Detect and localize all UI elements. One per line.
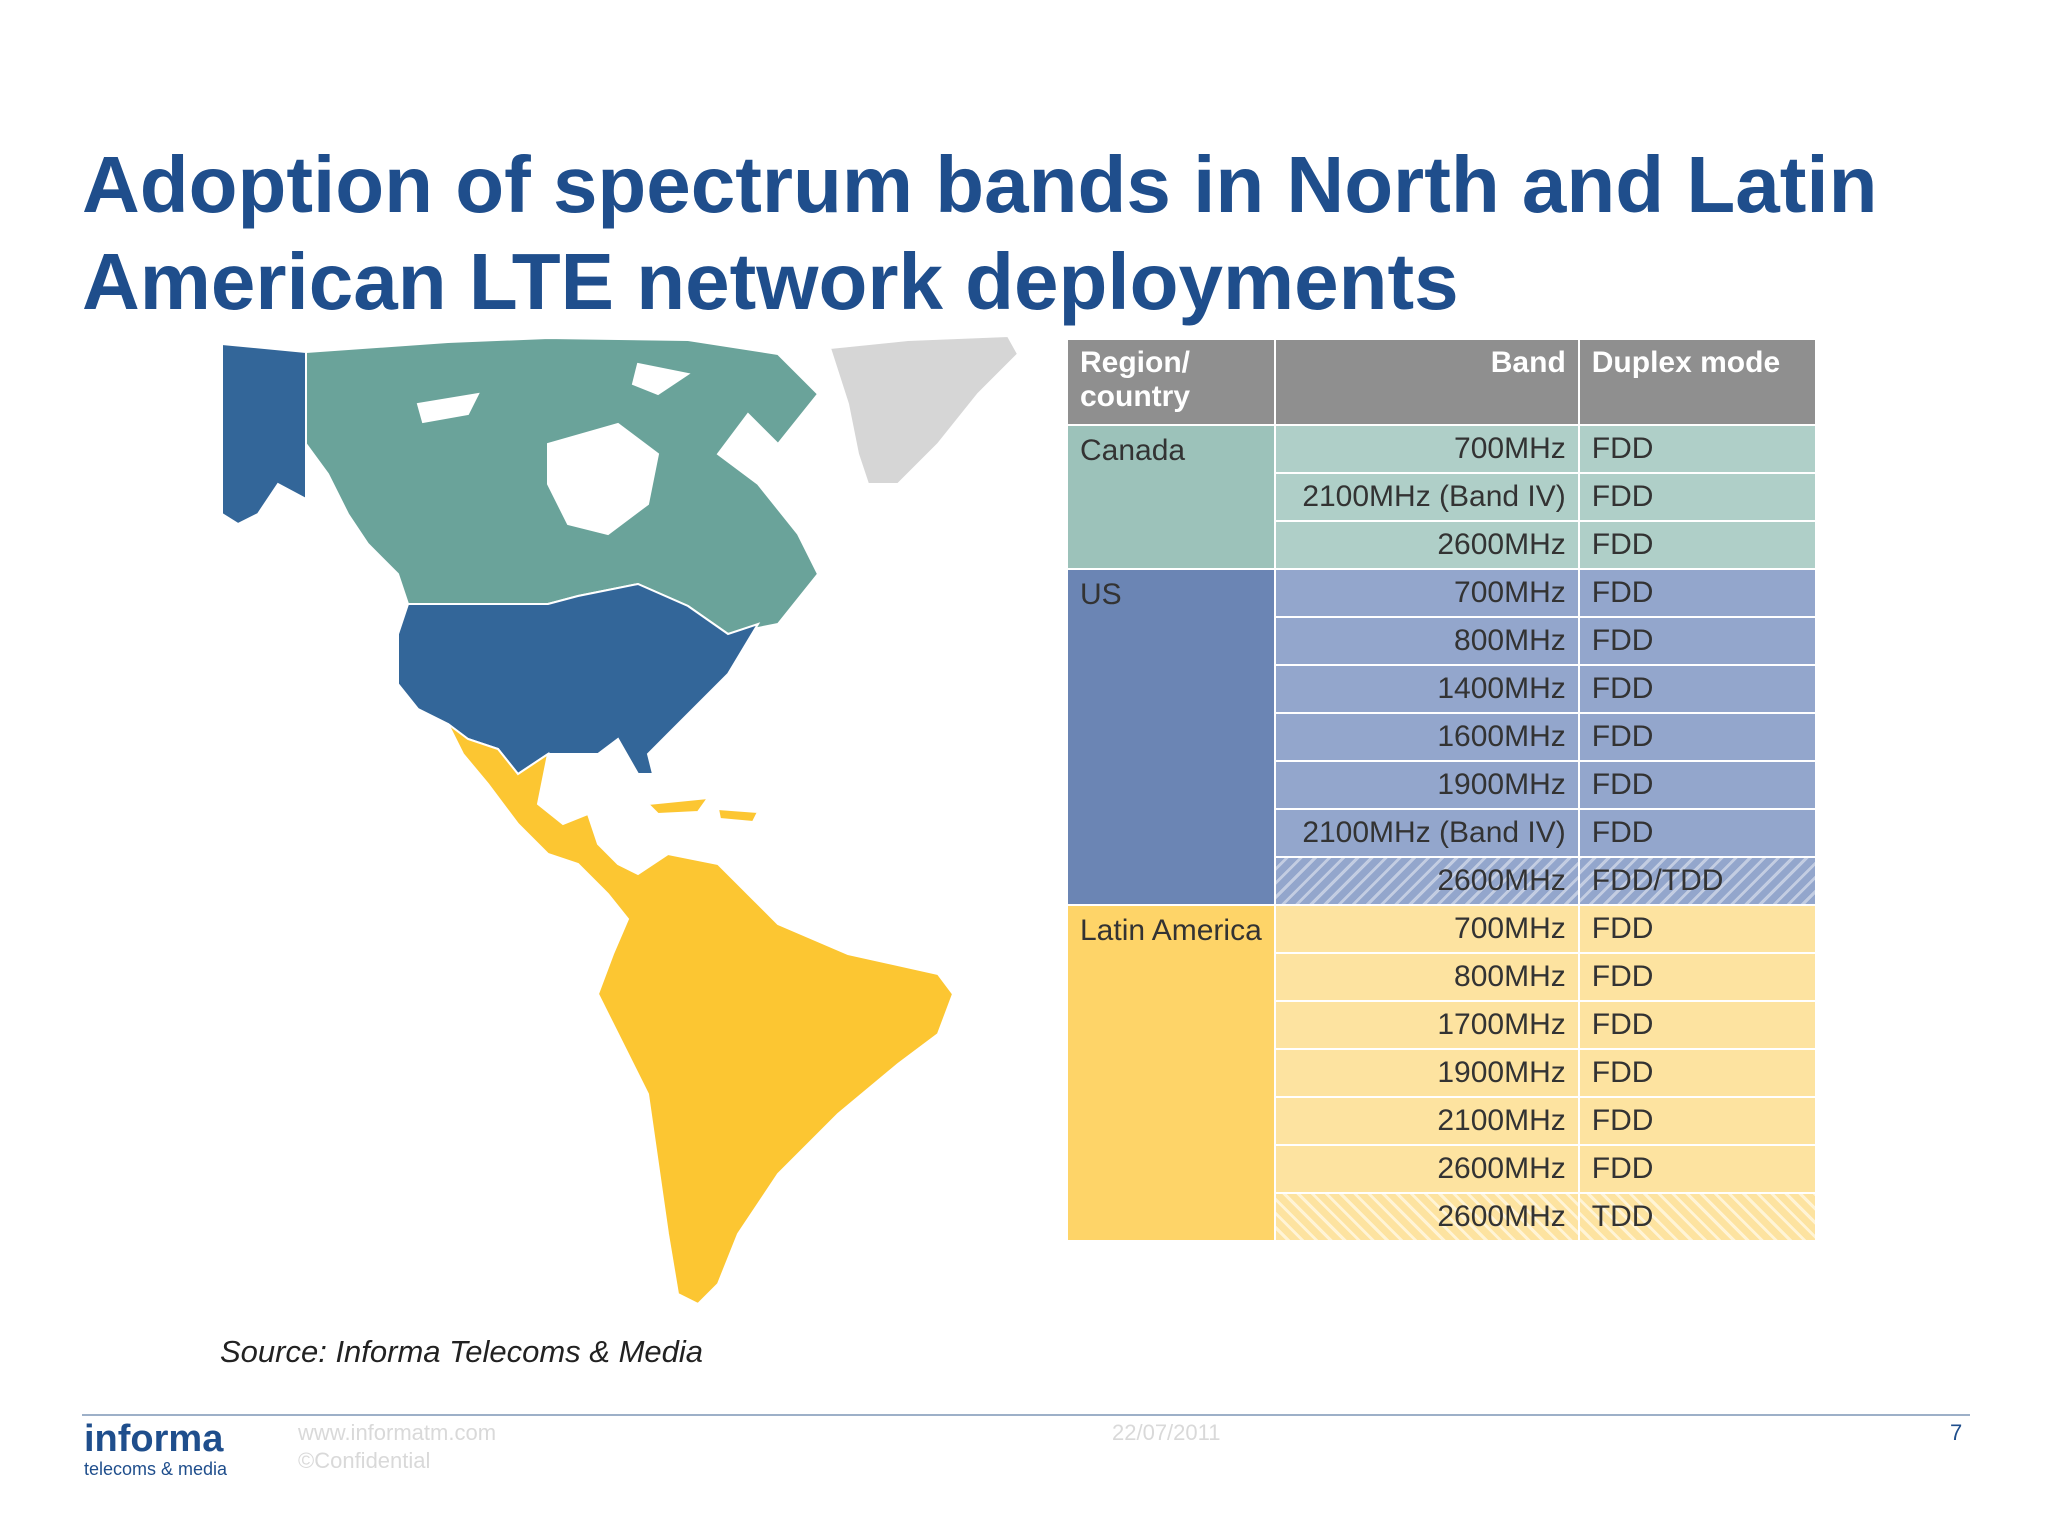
table-row: 2600MHz FDD/TDD — [1067, 856, 1817, 906]
table-header-row: Region/ country Band Duplex mode — [1066, 338, 1817, 426]
table-row: 2600MHz FDD — [1067, 520, 1817, 570]
table-row: Latin America 700MHz FDD — [1066, 904, 1817, 1242]
region-cell: Latin America — [1066, 904, 1276, 1242]
hudson-bay-shape — [547, 422, 660, 536]
arctic-channel-shape-2 — [631, 362, 691, 396]
band-cell: 2100MHz — [1273, 1096, 1580, 1146]
band-cell: 800MHz — [1273, 952, 1580, 1002]
group-canada: Canada 700MHz FDD 2100MHz (Band IV) FDD … — [1066, 424, 1817, 570]
mode-cell: FDD — [1577, 568, 1817, 618]
band-cell: 2100MHz (Band IV) — [1273, 808, 1580, 858]
table-row: 1400MHz FDD — [1067, 664, 1817, 714]
header-duplex-mode: Duplex mode — [1577, 338, 1817, 426]
mode-cell: FDD — [1577, 1000, 1817, 1050]
band-cell: 2600MHz — [1273, 1144, 1580, 1194]
mode-cell: FDD — [1577, 472, 1817, 522]
table-row: 800MHz FDD — [1067, 952, 1817, 1002]
band-cell: 700MHz — [1273, 424, 1580, 474]
mode-cell: FDD — [1577, 1096, 1817, 1146]
source-note: Source: Informa Telecoms & Media — [220, 1334, 704, 1369]
header-region-line-2: country — [1080, 380, 1191, 413]
band-cell: 1600MHz — [1273, 712, 1580, 762]
mode-cell: TDD — [1577, 1192, 1817, 1242]
footer-date: 22/07/2011 — [1112, 1420, 1221, 1445]
mode-cell: FDD — [1577, 808, 1817, 858]
group-us: US 700MHz FDD 800MHz FDD 1400MHz FDD 160… — [1066, 568, 1817, 906]
footer-divider — [82, 1414, 1970, 1416]
spectrum-bands-table: Region/ country Band Duplex mode Canada … — [1066, 338, 1817, 1242]
mode-cell: FDD — [1577, 1048, 1817, 1098]
table-row: 2600MHz FDD — [1067, 1144, 1817, 1194]
band-cell: 2600MHz — [1273, 856, 1580, 906]
americas-map-svg — [221, 334, 1020, 1306]
band-cell: 2600MHz — [1273, 1192, 1580, 1242]
mode-cell: FDD — [1577, 1144, 1817, 1194]
table-row: Canada 700MHz FDD — [1066, 424, 1817, 570]
latin-america-shape — [447, 723, 955, 1306]
band-cell: 1700MHz — [1273, 1000, 1580, 1050]
mode-cell: FDD — [1577, 616, 1817, 666]
band-cell: 700MHz — [1273, 904, 1580, 954]
logo-wordmark: informa — [84, 1418, 224, 1460]
table-row: 1900MHz FDD — [1067, 760, 1817, 810]
footer-confidential: ©Confidential — [298, 1448, 431, 1473]
americas-map — [218, 334, 1028, 1314]
table-row: 1700MHz FDD — [1067, 1000, 1817, 1050]
logo-tagline: telecoms & media — [84, 1459, 228, 1479]
table-row: 2100MHz (Band IV) FDD — [1067, 808, 1817, 858]
usa-shape — [397, 582, 761, 776]
mode-cell: FDD — [1577, 952, 1817, 1002]
table-row: 2100MHz (Band IV) FDD — [1067, 472, 1817, 522]
table-row: 1600MHz FDD — [1067, 712, 1817, 762]
table-row: 2600MHz TDD — [1067, 1192, 1817, 1242]
mode-cell: FDD/TDD — [1577, 856, 1817, 906]
table-row: 800MHz FDD — [1067, 616, 1817, 666]
mode-cell: FDD — [1577, 664, 1817, 714]
greenland-shape — [828, 334, 1020, 485]
slide-title-line-1: Adoption of spectrum bands in North and … — [82, 140, 1878, 229]
band-cell: 2100MHz (Band IV) — [1273, 472, 1580, 522]
alaska-shape — [221, 342, 307, 526]
caribbean-islands-shape — [645, 796, 711, 816]
header-region-line-1: Region/ — [1080, 346, 1190, 379]
band-cell: 2600MHz — [1273, 520, 1580, 570]
mode-cell: FDD — [1577, 712, 1817, 762]
band-cell: 700MHz — [1273, 568, 1580, 618]
table-row: 1900MHz FDD — [1067, 1048, 1817, 1098]
region-cell: US — [1066, 568, 1276, 906]
group-latin-america: Latin America 700MHz FDD 800MHz FDD 1700… — [1066, 904, 1817, 1242]
mode-cell: FDD — [1577, 520, 1817, 570]
caribbean-islands-shape-2 — [716, 807, 760, 824]
arctic-channel-shape — [416, 392, 480, 424]
header-band: Band — [1273, 338, 1580, 426]
page-number: 7 — [1950, 1420, 1963, 1445]
slide-title-line-2: American LTE network deployments — [82, 237, 1459, 326]
band-cell: 800MHz — [1273, 616, 1580, 666]
region-cell: Canada — [1066, 424, 1276, 570]
slide-title: Adoption of spectrum bands in North and … — [82, 136, 1982, 330]
band-cell: 1900MHz — [1273, 760, 1580, 810]
mode-cell: FDD — [1577, 424, 1817, 474]
mode-cell: FDD — [1577, 760, 1817, 810]
band-cell: 1400MHz — [1273, 664, 1580, 714]
band-cell: 1900MHz — [1273, 1048, 1580, 1098]
table-row: 2100MHz FDD — [1067, 1096, 1817, 1146]
table-row: US 700MHz FDD — [1066, 568, 1817, 906]
header-region: Region/ country — [1066, 338, 1276, 426]
footer-url: www.informatm.com — [298, 1420, 497, 1445]
informa-logo: informa telecoms & media — [84, 1418, 227, 1478]
mode-cell: FDD — [1577, 904, 1817, 954]
